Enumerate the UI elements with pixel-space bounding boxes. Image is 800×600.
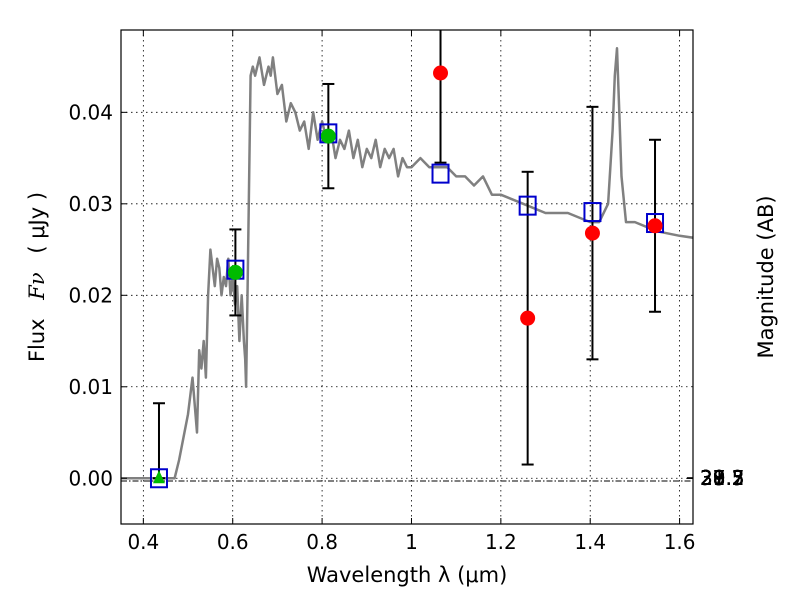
observed-point bbox=[320, 128, 336, 144]
data-points bbox=[149, 30, 665, 489]
y-axis-label-unit: ( μJy ) bbox=[25, 192, 49, 254]
model-point-square bbox=[431, 163, 450, 184]
y-tick-label: 0.01 bbox=[68, 375, 113, 399]
y2-tick-label: 28.5 bbox=[700, 466, 745, 490]
x-tick-label: 0.8 bbox=[306, 530, 338, 554]
observed-point bbox=[584, 225, 600, 241]
y2-tick-label: 27.3 bbox=[700, 466, 745, 490]
y2-tick-label: 28.2 bbox=[700, 466, 745, 490]
plot-area bbox=[121, 30, 693, 489]
y2-tick-label: 29.5 bbox=[700, 466, 745, 490]
x-tick-label: 1.4 bbox=[574, 530, 606, 554]
y-axis-label-group: Flux Fν ( μJy ) bbox=[25, 192, 49, 362]
x-axis-label: Wavelength λ (μm) bbox=[307, 563, 508, 587]
template-spectrum-line bbox=[121, 47, 693, 480]
y-tick-label: 0.00 bbox=[68, 466, 113, 490]
x-tick-label: 0.6 bbox=[217, 530, 249, 554]
x-tick-label: 1.6 bbox=[664, 530, 696, 554]
y2-tick-label: 27.2 bbox=[700, 466, 745, 490]
x-tick-label: 0.4 bbox=[127, 530, 159, 554]
y2-tick-label: 27.7 bbox=[700, 466, 745, 490]
y-axis-label-text: Flux bbox=[25, 318, 49, 362]
plot-frame bbox=[120, 29, 694, 525]
y-tick-label: 0.02 bbox=[68, 283, 113, 307]
observed-point bbox=[433, 65, 449, 81]
y2-tick-label: 31 bbox=[700, 466, 725, 490]
y2-axis-label: Magnitude (AB) bbox=[754, 195, 778, 358]
model-point-square bbox=[149, 468, 168, 489]
y-axis-label-symbol: Fν bbox=[25, 272, 49, 301]
x-tick-label: 1 bbox=[405, 530, 418, 554]
x-tick-label: 1.2 bbox=[485, 530, 517, 554]
y2-tick-label: 30 bbox=[700, 466, 725, 490]
model-point-square bbox=[518, 195, 537, 216]
upper-limit-marker bbox=[152, 470, 165, 484]
observed-point bbox=[227, 264, 243, 280]
grid bbox=[121, 30, 693, 524]
y2-tick-label: 27.5 bbox=[700, 466, 745, 490]
y-axis-label: Flux Fν ( μJy ) bbox=[25, 192, 49, 362]
y-tick-label: 0.04 bbox=[68, 100, 113, 124]
y2-tick-label: 28 bbox=[700, 466, 725, 490]
observed-point bbox=[647, 218, 663, 234]
model-point-square bbox=[583, 202, 602, 223]
observed-point bbox=[520, 310, 536, 326]
y2-tick-label: 29 bbox=[700, 466, 725, 490]
y-tick-label: 0.03 bbox=[68, 192, 113, 216]
axis-ticks: 0.4 0.6 0.8 1 1.2 1.4 1.6 0.00 0.01 0.02 0.03 0.04 2… bbox=[68, 30, 745, 554]
